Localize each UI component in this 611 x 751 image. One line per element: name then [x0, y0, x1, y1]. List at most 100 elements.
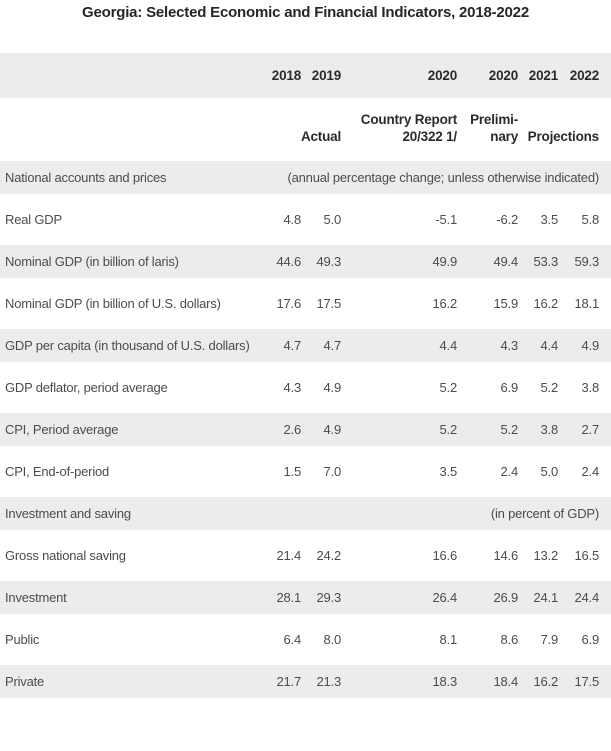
row-label: Nominal GDP (in billion of laris): [0, 242, 250, 281]
table-row: Investment 28.1 29.3 26.4 26.9 24.1 24.4: [0, 578, 611, 617]
subheader-country-report: Country Report 20/322 1/: [341, 98, 457, 158]
subheader-preliminary-line2: nary: [490, 129, 518, 144]
value-cell: 21.3: [301, 662, 341, 701]
table-row: Gross national saving 21.4 24.2 16.6 14.…: [0, 533, 611, 578]
value-cell: 4.7: [301, 326, 341, 365]
value-cell: 2.6: [250, 410, 301, 449]
value-cell: 4.4: [518, 326, 558, 365]
value-cell: 5.2: [439, 380, 458, 395]
value-cell: 4.4: [341, 326, 457, 365]
value-cell: 18.4: [457, 662, 518, 701]
value-cell: 5.0: [540, 464, 559, 479]
row-label: GDP deflator, period average: [5, 380, 168, 395]
value-cell: 21.7: [250, 662, 301, 701]
section-header-row: Investment and saving (in percent of GDP…: [0, 494, 611, 533]
value-cell: 16.2: [518, 662, 558, 701]
value-cell: 5.2: [341, 410, 457, 449]
table-row: Private 21.7 21.3 18.3 18.4 16.2 17.5: [0, 662, 611, 701]
value-cell: 24.1: [518, 578, 558, 617]
subheader-preliminary-line1: Prelimi-: [470, 112, 518, 127]
year-header: 2022: [558, 53, 611, 98]
value-cell: 24.4: [558, 578, 611, 617]
value-cell: 8.1: [439, 632, 458, 647]
value-cell: 15.9: [493, 296, 518, 311]
corner-cell: [0, 53, 250, 98]
value-cell: 14.6: [493, 548, 518, 563]
row-label: Investment: [0, 578, 250, 617]
row-label: CPI, End-of-period: [5, 464, 110, 479]
table-row: GDP per capita (in thousand of U.S. doll…: [0, 326, 611, 365]
value-cell: 21.4: [276, 548, 301, 563]
section-header-row: National accounts and prices (annual per…: [0, 158, 611, 197]
value-cell: 1.5: [283, 464, 302, 479]
value-cell: 28.1: [250, 578, 301, 617]
row-label: Real GDP: [5, 212, 62, 227]
subheader-actual: Actual: [300, 129, 341, 144]
year-header: 2018: [250, 53, 301, 98]
section-note: (annual percentage change; unless otherw…: [250, 158, 611, 197]
value-cell: 5.8: [581, 212, 600, 227]
value-cell: 3.8: [518, 410, 558, 449]
year-header-row: 2018 2019 2020 2020 2021 2022: [0, 53, 611, 98]
value-cell: 4.7: [250, 326, 301, 365]
table-row: Public 6.4 8.0 8.1 8.6 7.9 6.9: [0, 617, 611, 662]
value-cell: 59.3: [558, 242, 611, 281]
year-header: 2019: [301, 53, 341, 98]
row-label: Gross national saving: [5, 548, 126, 563]
table-title: Georgia: Selected Economic and Financial…: [82, 4, 529, 21]
table-row: Real GDP 4.8 5.0 -5.1 -6.2 3.5 5.8: [0, 197, 611, 242]
value-cell: 4.8: [283, 212, 302, 227]
value-cell: 8.6: [500, 632, 519, 647]
value-cell: 5.2: [540, 380, 559, 395]
value-cell: 2.7: [558, 410, 611, 449]
value-cell: 4.3: [283, 380, 302, 395]
table-row: CPI, Period average 2.6 4.9 5.2 5.2 3.8 …: [0, 410, 611, 449]
value-cell: 16.6: [432, 548, 457, 563]
value-cell: 4.9: [301, 410, 341, 449]
value-cell: 6.4: [283, 632, 302, 647]
value-cell: 6.9: [581, 632, 600, 647]
value-cell: 49.4: [457, 242, 518, 281]
section-label: National accounts and prices: [0, 158, 250, 197]
subheader-projections: Projections: [527, 129, 600, 144]
subheader-country-report-line2: 20/322 1/: [402, 129, 457, 144]
value-cell: 6.9: [500, 380, 519, 395]
value-cell: 26.4: [341, 578, 457, 617]
value-cell: 4.3: [457, 326, 518, 365]
year-header: 2020: [341, 53, 457, 98]
value-cell: 17.6: [276, 296, 301, 311]
subheader-country-report-line1: Country Report: [360, 112, 457, 127]
value-cell: 49.3: [301, 242, 341, 281]
value-cell: 26.9: [457, 578, 518, 617]
year-header: 2020: [457, 53, 518, 98]
value-cell: 17.5: [558, 662, 611, 701]
row-label: Nominal GDP (in billion of U.S. dollars): [5, 296, 221, 311]
value-cell: 29.3: [301, 578, 341, 617]
row-label: CPI, Period average: [0, 410, 250, 449]
value-cell: 3.5: [540, 212, 559, 227]
value-cell: 8.0: [323, 632, 342, 647]
row-label: Public: [5, 632, 40, 647]
table-row: Nominal GDP (in billion of laris) 44.6 4…: [0, 242, 611, 281]
corner-cell: [0, 98, 250, 158]
value-cell: 17.5: [316, 296, 341, 311]
value-cell: 13.2: [533, 548, 558, 563]
value-cell: 49.9: [341, 242, 457, 281]
value-cell: 53.3: [518, 242, 558, 281]
value-cell: 5.0: [323, 212, 342, 227]
value-cell: -6.2: [496, 212, 518, 227]
value-cell: 3.5: [439, 464, 458, 479]
section-label: Investment and saving: [0, 494, 250, 533]
value-cell: 16.2: [432, 296, 457, 311]
subheader-preliminary: Prelimi- nary: [457, 98, 518, 158]
value-cell: 7.9: [540, 632, 559, 647]
indicators-table: 2018 2019 2020 2020 2021 2022 Actual Cou…: [0, 53, 611, 701]
section-note: (in percent of GDP): [250, 494, 611, 533]
row-label: GDP per capita (in thousand of U.S. doll…: [0, 326, 250, 365]
value-cell: 2.4: [500, 464, 519, 479]
value-cell: 5.2: [457, 410, 518, 449]
value-cell: 18.1: [574, 296, 599, 311]
value-cell: 4.9: [558, 326, 611, 365]
subheader-row: Actual Country Report 20/322 1/ Prelimi-…: [0, 98, 611, 158]
